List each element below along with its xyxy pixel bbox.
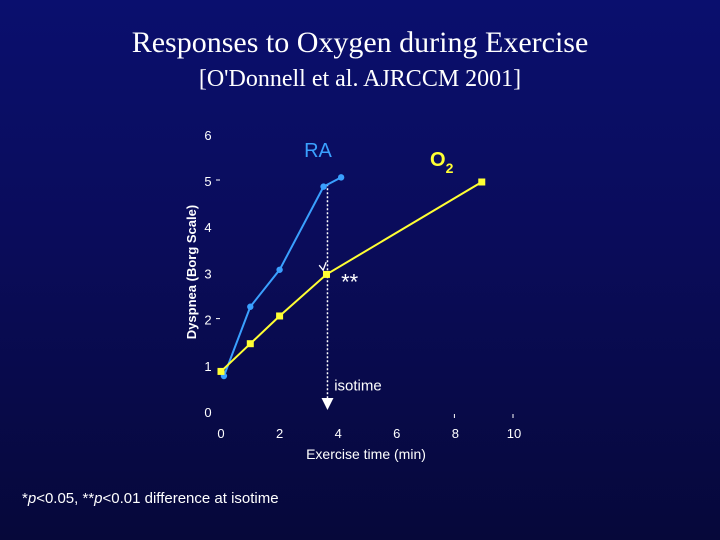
significance-annotation: ** — [341, 270, 359, 295]
x-tick-label: 2 — [276, 426, 283, 441]
y-tick-label: 1 — [204, 359, 211, 374]
y-tick-label: 2 — [204, 313, 211, 328]
data-point-ra — [320, 183, 327, 190]
series-label-o2: O2 — [430, 149, 454, 176]
data-point-ra — [337, 174, 345, 181]
data-point-o2 — [217, 367, 225, 375]
x-tick-label: 6 — [393, 426, 400, 441]
footnote: *p<0.05, **p<0.01 difference at isotime — [22, 490, 279, 507]
data-point-o2 — [478, 178, 486, 186]
data-point-o2 — [322, 270, 330, 278]
chart-subtitle: [O'Donnell et al. AJRCCM 2001] — [198, 66, 522, 92]
x-axis-label: Exercise time (min) — [306, 446, 426, 462]
y-tick-label: 6 — [204, 128, 211, 143]
data-point-o2 — [246, 340, 254, 348]
data-point-ra — [276, 266, 283, 273]
data-point-o2 — [276, 312, 284, 320]
y-tick-label: 5 — [204, 174, 211, 189]
x-tick-label: 10 — [507, 426, 521, 441]
chart-title: Responses to Oxygen during Exercise — [131, 26, 589, 59]
y-tick-label: 3 — [204, 266, 211, 281]
data-point-ra — [247, 303, 254, 310]
series-label-ra: RA — [304, 140, 332, 162]
y-tick-label: 4 — [204, 220, 211, 235]
x-tick-label: 4 — [335, 426, 342, 441]
isotime-annotation: isotime — [334, 377, 382, 394]
y-tick-label: 0 — [204, 405, 211, 420]
x-tick-label: 8 — [452, 426, 459, 441]
y-axis-label: Dyspnea (Borg Scale) — [184, 205, 199, 339]
x-tick-label: 0 — [217, 426, 224, 441]
significance-mark — [318, 261, 327, 272]
